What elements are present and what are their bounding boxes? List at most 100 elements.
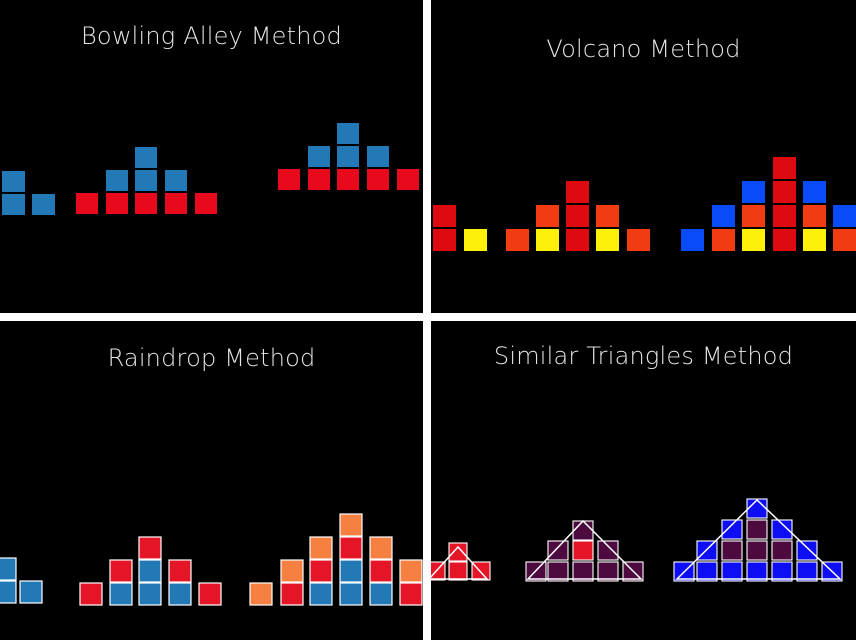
plum-cube (721, 540, 743, 561)
red-cube (106, 193, 128, 214)
plum-cube (572, 561, 594, 582)
red-cube (506, 229, 529, 251)
blue-cube (0, 557, 17, 581)
red-cube (309, 559, 333, 583)
red-cube (773, 205, 796, 227)
red-cube (135, 193, 157, 214)
yellow-cube (742, 229, 765, 251)
volcano-diagram (433, 157, 856, 251)
red-cube (566, 181, 589, 203)
red-cube (448, 561, 468, 581)
blue-cube (109, 582, 133, 606)
raindrop-group-3 (249, 513, 423, 606)
red-cube (109, 559, 133, 583)
raindrop-diagram (0, 513, 423, 606)
blue-cube (309, 582, 333, 606)
bowling-group-2 (76, 147, 217, 214)
bowling-alley-diagram (2, 123, 419, 215)
red-cube (773, 157, 796, 179)
blue-cube (681, 229, 704, 251)
plum-cube (746, 519, 768, 540)
red-cube (433, 229, 456, 251)
red-cube (76, 193, 98, 214)
volcano-panel: Volcano Method (431, 0, 856, 313)
red-cube (431, 561, 446, 581)
blue-cube (337, 123, 359, 144)
small-triangle (431, 545, 489, 580)
red-cube (308, 169, 330, 190)
red-cube (399, 582, 423, 606)
red-cube (198, 582, 222, 606)
red-cube (339, 536, 363, 560)
large-triangle (675, 498, 842, 580)
red-cube (566, 205, 589, 227)
yellow-cube (596, 229, 619, 251)
red-cube (369, 559, 393, 583)
blue-cube (721, 561, 743, 582)
triangles-group-1 (431, 542, 491, 581)
red-cube (168, 559, 192, 583)
raindrop-group-1 (0, 557, 43, 604)
blue-cube (796, 540, 818, 561)
blue-cube (2, 171, 25, 192)
volcano-title: Volcano Method (546, 35, 741, 63)
blue-cube (746, 498, 768, 519)
blue-cube (803, 181, 826, 203)
red-cube (596, 205, 619, 227)
blue-cube (168, 582, 192, 606)
plum-cube (547, 540, 569, 561)
blue-cube (742, 181, 765, 203)
blue-cube (32, 194, 55, 215)
blue-cube (367, 146, 389, 167)
triangles-group-3 (673, 498, 843, 582)
red-cube (367, 169, 389, 190)
bowling-alley-title: Bowling Alley Method (81, 22, 342, 50)
orange-cube (369, 536, 393, 560)
plum-cube (771, 540, 793, 561)
blue-cube (712, 205, 735, 227)
blue-cube (2, 194, 25, 215)
blue-cube (0, 580, 17, 604)
red-cube (803, 205, 826, 227)
plum-cube (572, 520, 594, 541)
blue-cube (339, 559, 363, 583)
red-cube (448, 542, 468, 562)
medium-triangle (526, 519, 643, 580)
red-cube (742, 205, 765, 227)
yellow-cube (803, 229, 826, 251)
orange-cube (339, 513, 363, 537)
red-cube (536, 205, 559, 227)
bowling-group-1 (2, 171, 55, 215)
blue-cube (771, 561, 793, 582)
orange-cube (399, 559, 423, 583)
blue-cube (796, 561, 818, 582)
blue-cube (138, 582, 162, 606)
red-cube (433, 205, 456, 227)
plum-cube (597, 540, 619, 561)
blue-cube (337, 146, 359, 167)
blue-cube (746, 561, 768, 582)
volcano-group-3 (681, 157, 856, 251)
blue-cube (369, 582, 393, 606)
triangles-cubes (431, 498, 843, 582)
blue-cube (19, 580, 43, 604)
volcano-group-1 (433, 205, 487, 251)
blue-cube (771, 519, 793, 540)
plum-cube (746, 540, 768, 561)
similar-triangles-diagram (431, 498, 843, 582)
orange-cube (309, 536, 333, 560)
red-cube (566, 229, 589, 251)
red-cube (773, 229, 796, 251)
red-cube (572, 540, 594, 561)
similar-triangles-title: Similar Triangles Method (493, 342, 794, 370)
yellow-cube (464, 229, 487, 251)
red-cube (712, 229, 735, 251)
blue-cube (135, 170, 157, 191)
plum-cube (547, 561, 569, 582)
red-cube (280, 582, 304, 606)
blue-cube (339, 582, 363, 606)
red-cube (773, 181, 796, 203)
orange-cube (249, 582, 273, 606)
red-cube (79, 582, 103, 606)
blue-cube (135, 147, 157, 168)
